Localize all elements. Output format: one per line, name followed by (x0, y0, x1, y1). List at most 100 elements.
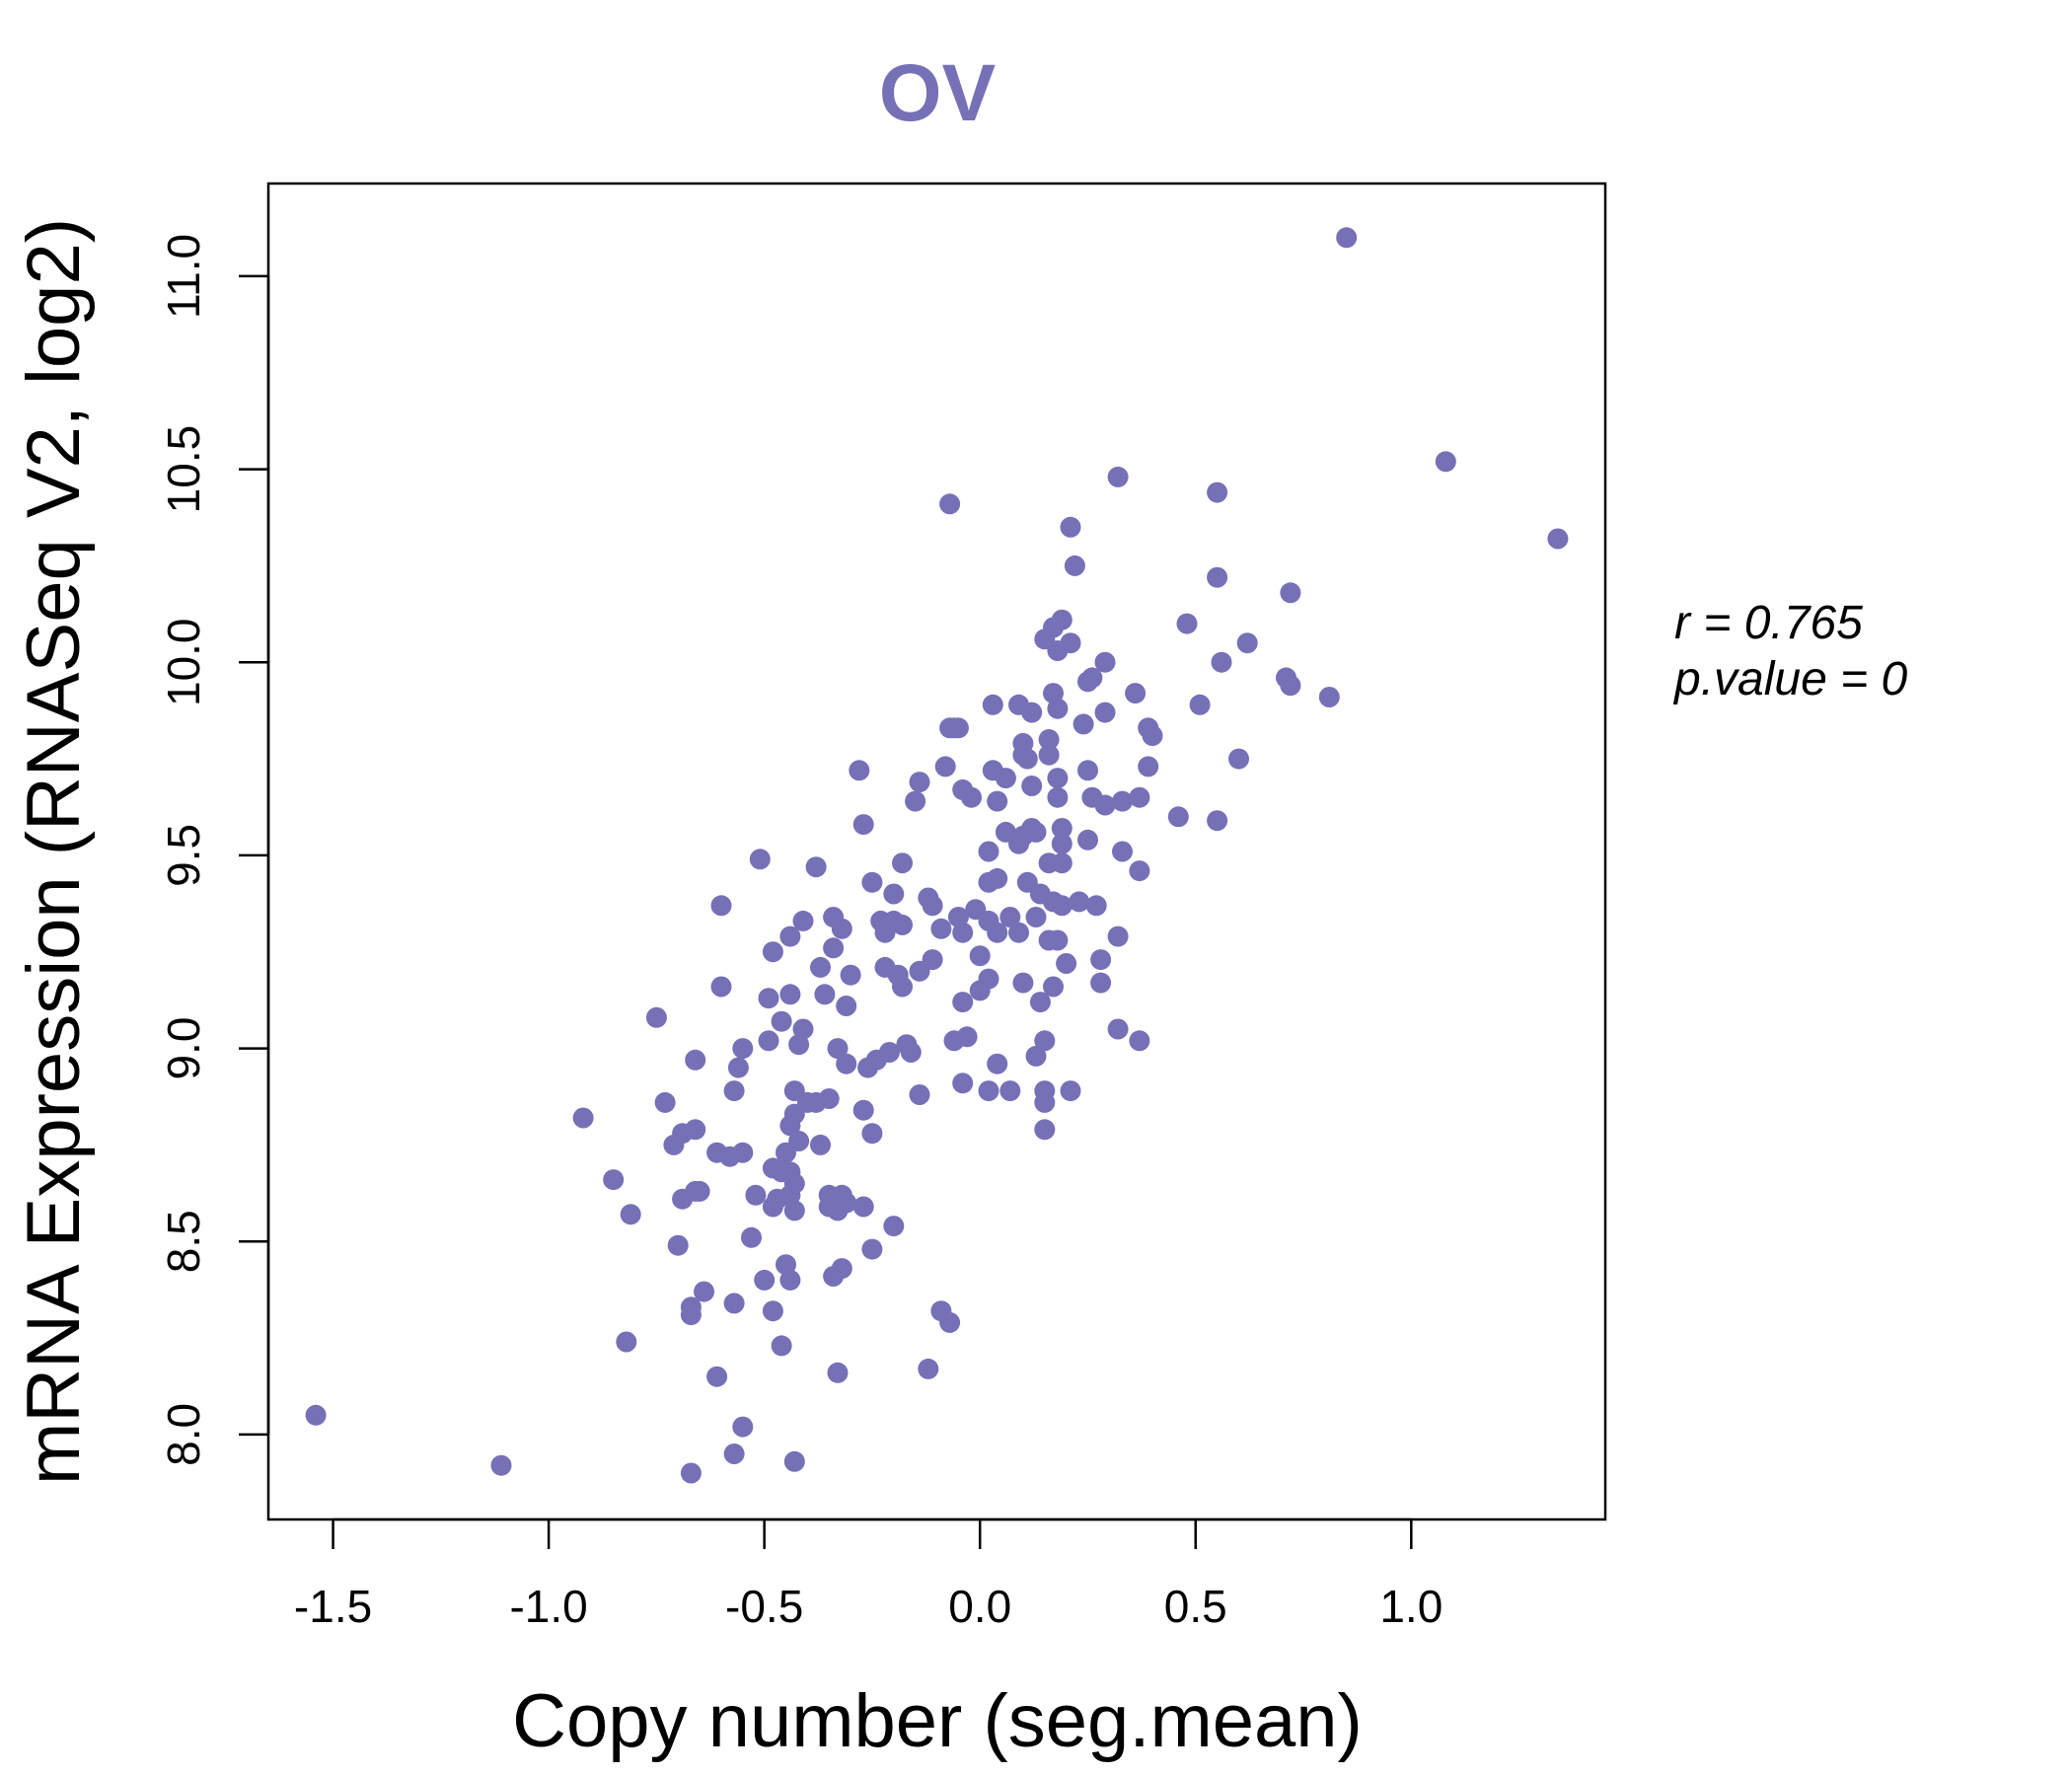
data-point (1043, 976, 1064, 998)
data-point (1029, 992, 1051, 1013)
data-point (1176, 613, 1198, 634)
data-point (1016, 748, 1038, 770)
data-point (1211, 651, 1232, 673)
data-point (663, 1134, 685, 1155)
data-point (956, 1026, 978, 1048)
data-point (1228, 748, 1249, 770)
data-point (1138, 756, 1159, 777)
data-point (952, 992, 974, 1013)
data-point (1025, 907, 1047, 927)
y-tick-label: 9.0 (158, 1017, 209, 1080)
data-point (827, 1362, 849, 1383)
data-point (1025, 1045, 1047, 1067)
y-tick-label: 8.5 (158, 1210, 209, 1273)
data-point (823, 937, 845, 959)
data-point (762, 1300, 783, 1322)
data-point (685, 1049, 706, 1071)
data-point (1085, 895, 1107, 917)
data-point (783, 1450, 805, 1472)
y-tick-label: 10.0 (158, 618, 209, 706)
data-point (892, 976, 913, 998)
data-point (620, 1204, 641, 1225)
data-point (909, 1084, 930, 1105)
data-point (892, 914, 913, 935)
data-point (805, 856, 827, 878)
scatter-points (305, 227, 1569, 1484)
data-point (758, 988, 779, 1009)
data-point (788, 1131, 810, 1151)
data-point (836, 996, 857, 1016)
data-point (645, 1006, 667, 1028)
data-point (987, 1053, 1008, 1074)
data-point (1073, 713, 1094, 735)
data-point (849, 760, 870, 781)
data-point (978, 841, 999, 862)
data-point (1034, 1119, 1056, 1141)
data-point (616, 1331, 637, 1353)
data-point (814, 984, 836, 1005)
data-point (810, 1134, 831, 1155)
data-point (1112, 790, 1133, 812)
data-point (861, 871, 883, 893)
data-point (922, 895, 943, 917)
data-point (852, 1196, 874, 1218)
data-point (762, 1196, 783, 1218)
data-point (1008, 922, 1029, 943)
data-point (783, 1200, 805, 1221)
data-point (792, 910, 814, 931)
data-point (922, 949, 943, 971)
x-axis-title: Copy number (seg.mean) (512, 1679, 1363, 1763)
data-point (1167, 806, 1189, 828)
data-point (852, 814, 874, 836)
data-point (852, 1099, 874, 1121)
y-axis-title: mRNA Expression (RNASeq V2, log2) (12, 218, 96, 1485)
data-point (758, 1030, 779, 1052)
x-tick-label: -1.0 (509, 1581, 587, 1632)
data-point (861, 1238, 883, 1260)
data-point (1038, 744, 1060, 766)
x-axis: -1.5 -1.0 -0.5 0.0 0.5 1.0 (294, 1517, 1443, 1632)
data-point (987, 867, 1008, 889)
data-point (918, 1358, 939, 1379)
data-point (1051, 818, 1073, 839)
chart-title: OV (879, 48, 997, 138)
data-point (771, 1010, 792, 1032)
data-point (745, 1184, 767, 1206)
data-point (892, 852, 913, 874)
data-point (1047, 768, 1069, 789)
x-tick-label: 1.0 (1379, 1581, 1443, 1632)
y-tick-label: 8.0 (158, 1403, 209, 1466)
data-point (1021, 702, 1043, 723)
data-point (1034, 1030, 1056, 1052)
data-point (1094, 794, 1116, 816)
data-point (947, 717, 969, 739)
data-point (1129, 860, 1150, 882)
data-point (952, 1073, 974, 1094)
data-point (1107, 1018, 1129, 1040)
data-point (754, 1269, 776, 1291)
data-point (710, 895, 732, 917)
data-point (305, 1404, 327, 1426)
data-point (723, 1443, 745, 1464)
data-point (572, 1107, 594, 1129)
data-point (1112, 841, 1133, 862)
data-point (905, 790, 926, 812)
data-point (961, 786, 982, 808)
data-point (900, 1042, 922, 1063)
data-point (779, 1269, 801, 1291)
data-point (1280, 675, 1301, 697)
data-point (1207, 810, 1228, 832)
data-point (1125, 683, 1147, 704)
data-point (987, 790, 1008, 812)
data-point (694, 1281, 714, 1302)
data-point (1056, 953, 1077, 974)
data-point (680, 1304, 702, 1326)
data-point (1021, 776, 1043, 796)
data-point (1318, 687, 1340, 707)
data-point (1129, 786, 1150, 808)
data-point (1236, 632, 1258, 654)
p-value-label: p.value = 0 (1672, 653, 1907, 705)
data-point (779, 984, 801, 1005)
data-point (883, 883, 905, 905)
